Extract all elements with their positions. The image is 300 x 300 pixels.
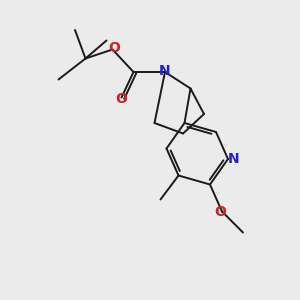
Text: N: N <box>159 64 171 78</box>
Text: O: O <box>214 205 226 218</box>
Text: N: N <box>228 152 239 166</box>
Text: O: O <box>108 41 120 55</box>
Text: O: O <box>115 92 127 106</box>
